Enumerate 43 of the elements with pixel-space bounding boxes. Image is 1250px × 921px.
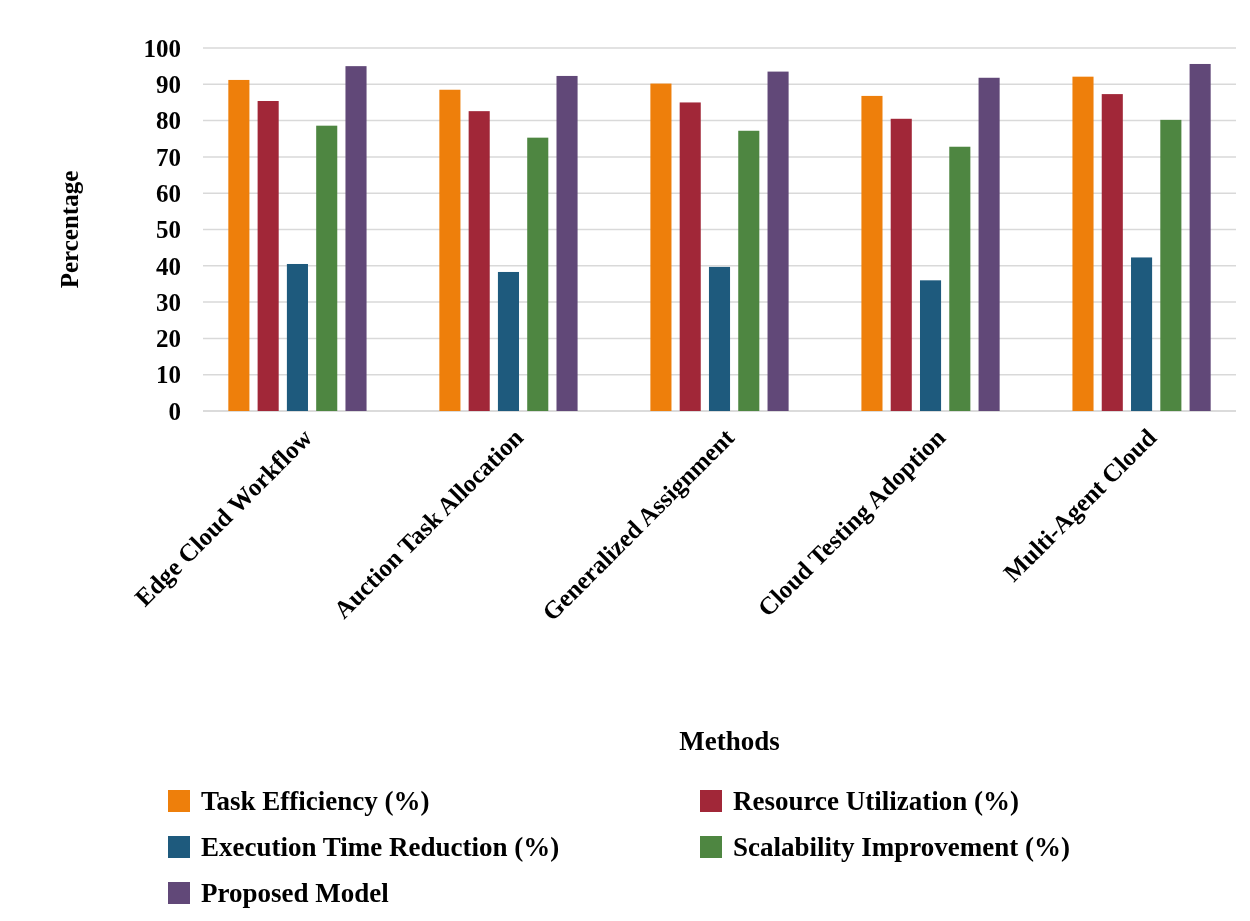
legend-label: Task Efficiency (%): [201, 786, 430, 817]
y-tick-label: 20: [156, 325, 181, 353]
legend-label: Resource Utilization (%): [733, 786, 1019, 817]
legend-label: Execution Time Reduction (%): [201, 832, 560, 863]
y-tick-label: 30: [156, 288, 181, 316]
bar: [556, 75, 578, 411]
bar: [345, 66, 367, 411]
bar: [1189, 63, 1211, 411]
y-tick-label: 100: [143, 34, 181, 62]
bar: [679, 102, 701, 411]
y-tick-label: 40: [156, 252, 181, 280]
bar: [439, 89, 461, 411]
bar: [738, 130, 760, 411]
legend-label: Scalability Improvement (%): [733, 832, 1070, 863]
y-tick-label: 70: [156, 143, 181, 171]
bar: [708, 266, 731, 411]
bar: [1160, 119, 1182, 411]
bar: [228, 79, 250, 411]
y-tick-label: 50: [156, 216, 181, 244]
x-axis-title: Methods: [679, 726, 780, 756]
bar: [949, 146, 971, 411]
bar: [257, 101, 279, 411]
bar: [1131, 257, 1153, 411]
bar: [861, 95, 883, 411]
bar: [316, 125, 338, 411]
y-tick-label: 60: [156, 179, 181, 207]
bar: [650, 83, 672, 411]
y-axis-title: Percentage: [56, 170, 83, 289]
bar: [468, 111, 490, 411]
y-tick-label: 80: [156, 107, 181, 135]
bar: [767, 71, 789, 411]
bar: [1072, 76, 1094, 411]
legend-label: Proposed Model: [201, 878, 390, 909]
bar: [286, 263, 308, 411]
y-tick-label: 10: [156, 361, 181, 389]
y-tick-label: 0: [168, 397, 181, 425]
bar: [527, 137, 549, 411]
bar: [890, 118, 912, 411]
bar: [978, 77, 1000, 411]
bar: [497, 271, 520, 411]
bar: [919, 280, 942, 411]
y-tick-label: 90: [156, 71, 181, 99]
bar: [1101, 94, 1123, 411]
